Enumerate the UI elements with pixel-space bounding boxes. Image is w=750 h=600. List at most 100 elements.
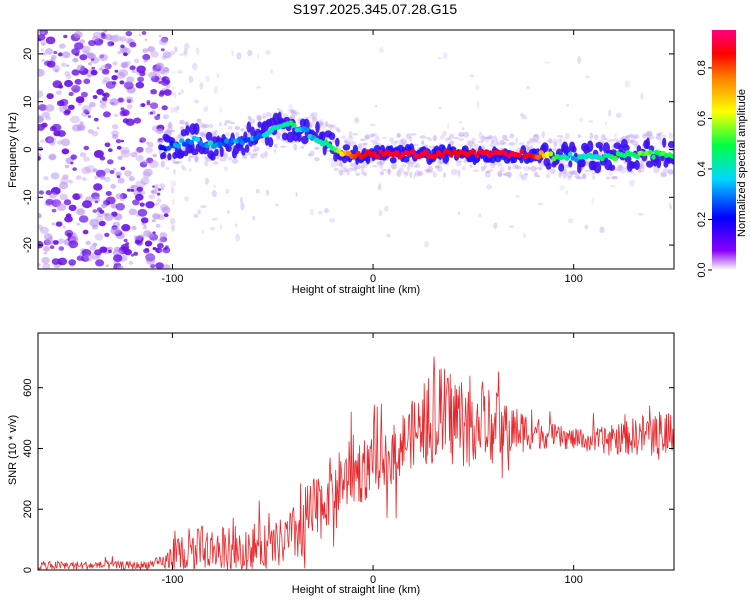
faint-speckle [219,107,223,113]
noise-speckle [152,185,156,188]
ridge-halo [194,156,199,163]
ridge-halo [179,119,185,125]
ridge-halo [343,139,348,144]
ridge-halo [617,164,623,168]
faint-speckle [588,120,593,123]
faint-speckle [260,138,265,144]
ridge-halo [339,162,343,168]
faint-speckle [182,51,188,57]
noise-speckle [146,232,154,238]
ridge-core [471,149,477,155]
faint-speckle [211,190,217,198]
ridge-halo [256,114,263,122]
faint-speckle [295,192,298,197]
noise-speckle [125,118,135,126]
noise-speckle [104,168,111,174]
noise-speckle [145,254,156,263]
noise-speckle [44,238,54,246]
faint-speckle [318,210,323,215]
faint-speckle [669,205,673,210]
ridge-halo [634,133,640,140]
noise-speckle [54,69,59,73]
faint-speckle [182,166,186,171]
noise-speckle [145,201,155,209]
ridge-halo [257,115,262,121]
ridge-halo [224,120,232,124]
ridge-halo [402,171,410,175]
noise-speckle [150,190,155,194]
noise-speckle [52,240,59,245]
noise-speckle [55,90,62,96]
noise-speckle [103,176,111,182]
ridge-halo [669,171,674,174]
noise-speckle [116,145,122,150]
faint-speckle [608,109,612,117]
ridge-halo [478,131,483,139]
noise-speckle [61,62,67,67]
ridge-halo [461,165,466,171]
faint-speckle [457,211,461,215]
faint-speckle [273,148,277,153]
noise-speckle [43,251,48,255]
noise-speckle [139,137,147,143]
ridge-halo [582,172,586,179]
ridge-halo [400,163,407,168]
noise-speckle [49,245,55,250]
faint-speckle [171,224,175,232]
noise-speckle [58,246,65,251]
noise-speckle [38,224,43,230]
noise-speckle [129,41,137,48]
noise-speckle [38,90,44,98]
ridge-halo [175,136,179,141]
noise-speckle [89,218,100,227]
noise-speckle [45,115,51,121]
ridge-halo [662,168,670,174]
noise-speckle [104,212,109,217]
ridge-halo [571,170,578,175]
noise-speckle [133,235,138,239]
ridge-halo [626,134,634,138]
ridge-band [645,137,651,150]
faint-speckle [181,164,184,170]
noise-speckle [149,111,154,115]
ridge-halo [630,170,634,174]
noise-speckle [137,76,145,83]
noise-speckle [87,129,94,134]
noise-speckle [143,224,147,227]
ridge-band [267,137,274,148]
noise-speckle [98,53,108,62]
noise-speckle [111,124,119,130]
ridge-halo [261,152,267,159]
spectrogram-y-ticks: -20 -10 0 10 20 [22,48,674,253]
ridge-halo [502,142,508,145]
ridge-halo [606,176,611,180]
ridge-halo [234,126,240,130]
ridge-halo [307,153,312,157]
noise-speckle [160,48,165,52]
noise-speckle [113,254,123,262]
faint-speckle [544,61,551,64]
noise-speckle [117,265,124,269]
noise-speckle [71,69,80,76]
ridge-band [335,137,340,147]
faint-speckle [577,56,582,65]
faint-speckle [174,47,178,53]
noise-speckle [107,159,114,165]
noise-speckle [144,240,153,247]
faint-speckle [521,174,524,181]
faint-speckle [179,53,184,56]
noise-speckle [95,259,105,267]
faint-speckle [515,194,520,198]
ridge-halo [396,132,401,138]
ridge-halo [584,169,589,173]
snr-series-line [38,356,674,570]
ridge-halo [656,133,662,136]
noise-speckle [111,42,115,45]
ridge-halo [328,124,334,130]
ridge-halo [311,116,318,123]
faint-speckle [565,190,569,196]
ridge-halo [325,123,333,128]
noise-speckle [58,84,64,89]
ridge-halo [219,121,223,127]
noise-speckle [128,176,135,182]
